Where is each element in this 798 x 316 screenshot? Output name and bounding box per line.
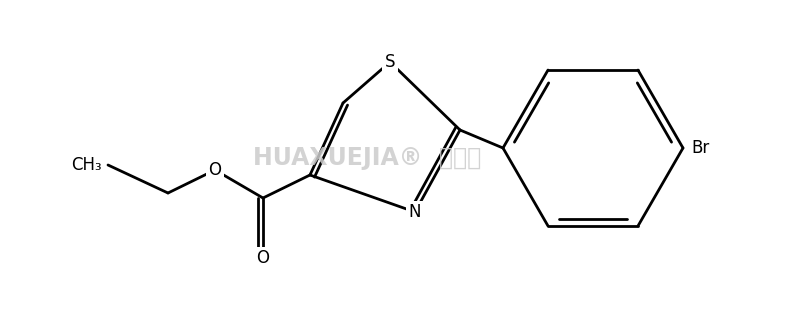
Text: O: O [208,161,222,179]
Text: N: N [409,203,421,221]
Text: CH₃: CH₃ [71,156,102,174]
Text: O: O [256,249,270,267]
Text: Br: Br [691,139,709,157]
Text: S: S [385,53,395,71]
Text: HUAXUEJIA®  化学加: HUAXUEJIA® 化学加 [253,146,481,170]
